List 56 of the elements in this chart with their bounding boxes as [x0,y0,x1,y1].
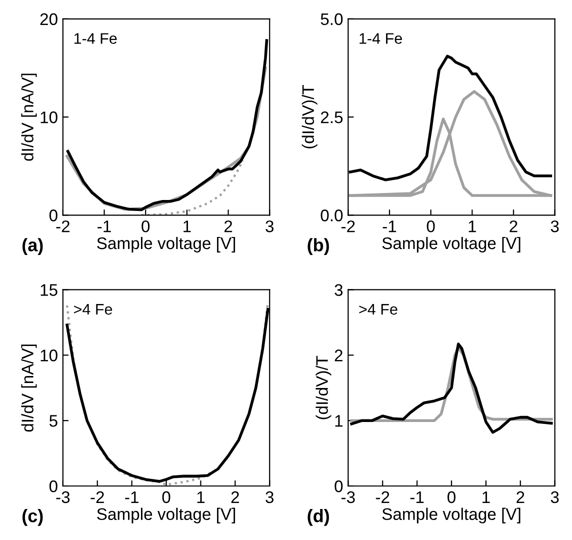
text: (c) [22,508,43,526]
x-tick-label: 1 [468,220,476,232]
y-axis-title: dI/dV [nA/V] [21,344,37,432]
x-tick-label: 3 [550,220,559,232]
x-axis-title: Sample voltage [V] [382,236,520,252]
y-tick-label: 0 [334,480,343,492]
y-axis-title: dI/dV [nA/V] [21,74,37,161]
x-tick-label: 0 [426,220,435,232]
x-tick-label: -3 [56,491,70,504]
x-tick-label: 0 [142,220,150,232]
y-axis-title: (dI/dV)/T [302,84,318,148]
y-tick-label: 0 [49,210,58,222]
y-tick-label: 0.0 [320,210,343,222]
x-tick-label: 0 [448,491,456,504]
x-tick-label: -1 [410,491,424,503]
text: (d) [308,508,329,526]
x-tick-label: -1 [125,491,138,503]
x-tick-label: 0 [162,491,170,504]
y-tick-label: 1 [335,415,342,427]
x-tick-label: -2 [376,491,390,503]
x-tick-label: 2 [516,491,524,503]
x-tick-label: -2 [341,220,355,232]
y-axis-title: (dI/dV)/T [316,356,332,420]
x-axis-title: Sample voltage [V] [97,236,236,252]
y-tick-label: 5 [49,415,58,427]
x-tick-label: 2 [224,220,232,232]
annotation: >4 Fe [359,304,398,315]
x-tick-label: 1 [482,491,490,503]
x-tick-label: -1 [98,220,111,232]
text: (b) [308,238,329,255]
annotation: 1-4 Fe [360,33,402,44]
y-tick-label: 10 [40,111,58,124]
y-tick-label: 10 [40,350,58,362]
y-tick-label: 2.5 [320,111,343,124]
x-axis-title: Sample voltage [V] [97,508,236,524]
y-tick-label: 2 [334,350,342,362]
y-tick-label: 20 [40,13,58,26]
x-axis-title: Sample voltage [V] [382,508,520,524]
x-tick-label: -1 [382,220,396,232]
x-tick-label: -2 [90,491,104,503]
x-tick-label: 2 [231,491,239,503]
x-tick-label: -2 [56,220,70,232]
text: (a) [22,238,43,255]
y-tick-label: 3 [334,284,343,296]
y-tick-label: 0 [49,480,58,492]
y-tick-label: 5.0 [320,13,343,26]
x-tick-label: 1 [184,220,191,232]
annotation: 1-4 Fe [74,33,117,44]
y-tick-label: 15 [40,284,58,296]
x-tick-label: 1 [197,491,205,503]
x-tick-label: 3 [266,491,274,504]
x-tick-label: 2 [510,220,518,232]
x-tick-label: 3 [266,220,274,232]
annotation: >4 Fe [74,304,112,315]
x-tick-label: -3 [341,491,355,504]
x-tick-label: 3 [550,491,559,504]
